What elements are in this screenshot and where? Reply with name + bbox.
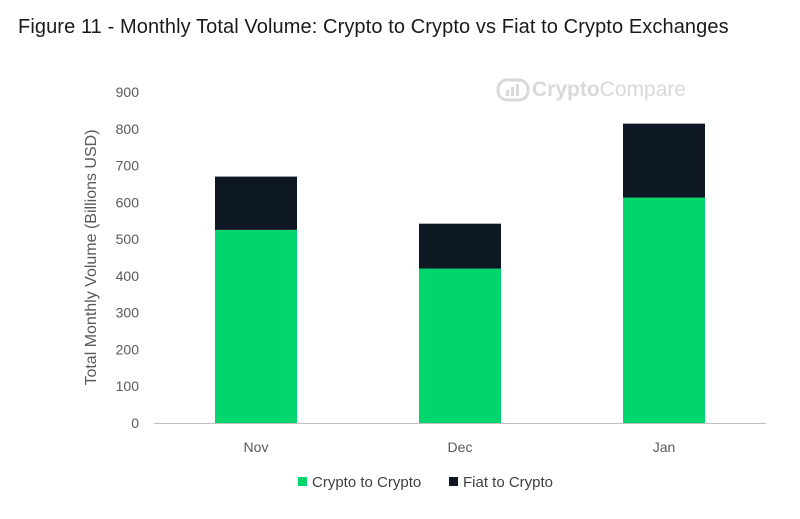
x-tick-label: Nov: [244, 439, 269, 455]
y-tick-label: 600: [116, 194, 140, 210]
y-tick-label: 700: [116, 158, 140, 174]
bars: [215, 123, 705, 423]
bar-nov-crypto-to-crypto: [215, 229, 297, 423]
y-tick-label: 900: [116, 84, 140, 100]
legend: Crypto to Crypto Fiat to Crypto: [298, 474, 553, 491]
x-tick-label: Dec: [448, 439, 473, 455]
y-axis-ticks: 0 100 200 300 400 500 600 700 800 900: [116, 84, 140, 431]
bar-jan-fiat-to-crypto: [623, 123, 705, 198]
bar-dec-crypto-to-crypto: [419, 268, 501, 423]
cryptocompare-logo-icon: [496, 78, 530, 102]
watermark-logo: CryptoCompare: [496, 78, 686, 102]
y-axis-label: Total Monthly Volume (Billions USD): [83, 129, 100, 385]
x-axis-ticks: Nov Dec Jan: [244, 439, 676, 455]
bar-dec-fiat-to-crypto: [419, 223, 501, 269]
legend-label: Fiat to Crypto: [463, 474, 553, 491]
x-tick-label: Jan: [653, 439, 676, 455]
y-tick-label: 800: [116, 121, 140, 137]
y-tick-label: 0: [131, 415, 139, 431]
figure-title: Figure 11 - Monthly Total Volume: Crypto…: [18, 16, 729, 38]
y-tick-label: 200: [116, 341, 140, 357]
watermark-text: CryptoCompare: [532, 78, 686, 101]
y-tick-label: 400: [116, 268, 140, 284]
y-tick-label: 300: [116, 305, 140, 321]
legend-swatch: [449, 477, 458, 486]
y-tick-label: 100: [116, 378, 140, 394]
bar-nov-fiat-to-crypto: [215, 176, 297, 230]
legend-swatch: [298, 477, 307, 486]
bar-jan-crypto-to-crypto: [623, 197, 705, 423]
legend-label: Crypto to Crypto: [312, 474, 421, 491]
y-tick-label: 500: [116, 231, 140, 247]
